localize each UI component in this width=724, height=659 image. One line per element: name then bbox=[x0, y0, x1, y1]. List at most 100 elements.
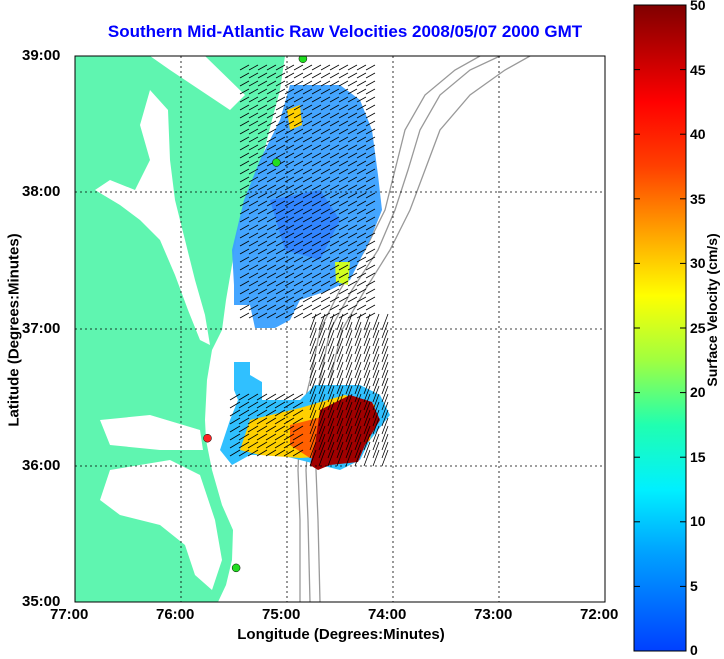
velocity-arrow bbox=[311, 160, 322, 167]
velocity-arrow bbox=[365, 248, 376, 255]
velocity-arrow bbox=[248, 120, 259, 127]
velocity-arrow bbox=[275, 240, 286, 247]
velocity-arrow bbox=[372, 361, 380, 379]
velocity-arrow bbox=[239, 176, 250, 183]
velocity-arrow bbox=[311, 304, 322, 311]
velocity-arrow bbox=[327, 313, 335, 331]
velocity-arrow bbox=[256, 409, 268, 417]
velocity-arrow bbox=[345, 417, 353, 435]
velocity-arrow bbox=[284, 248, 295, 255]
velocity-arrow bbox=[365, 168, 376, 175]
velocity-arrow bbox=[363, 337, 371, 355]
velocity-arrow bbox=[345, 337, 353, 355]
velocity-arrow bbox=[345, 369, 353, 387]
velocity-arrow bbox=[283, 441, 295, 449]
velocity-arrow bbox=[356, 144, 367, 151]
velocity-arrow bbox=[275, 72, 286, 79]
velocity-arrow bbox=[266, 280, 277, 287]
velocity-arrow bbox=[354, 313, 362, 331]
velocity-arrow bbox=[266, 240, 277, 247]
velocity-arrow bbox=[320, 128, 331, 135]
velocity-arrow bbox=[336, 441, 344, 459]
map-title: Southern Mid-Atlantic Raw Velocities 200… bbox=[107, 22, 583, 41]
velocity-arrow bbox=[293, 232, 304, 239]
velocity-arrow bbox=[302, 296, 313, 303]
velocity-arrow bbox=[338, 176, 349, 183]
velocity-arrow bbox=[309, 369, 317, 387]
velocity-arrow bbox=[247, 417, 259, 425]
velocity-arrow bbox=[311, 176, 322, 183]
velocity-arrow bbox=[283, 433, 295, 441]
velocity-arrow bbox=[381, 441, 389, 459]
velocity-arrow bbox=[284, 152, 295, 159]
velocity-arrow bbox=[309, 449, 317, 467]
velocity-arrow bbox=[356, 152, 367, 159]
velocity-arrow bbox=[347, 208, 358, 215]
velocity-arrow bbox=[265, 393, 277, 401]
velocity-arrow bbox=[293, 272, 304, 279]
velocity-arrow bbox=[274, 409, 286, 417]
velocity-arrow bbox=[239, 248, 250, 255]
velocity-arrow bbox=[365, 112, 376, 119]
velocity-arrow bbox=[247, 409, 259, 417]
velocity-arrow bbox=[356, 312, 367, 319]
velocity-arrow bbox=[302, 248, 313, 255]
velocity-arrow bbox=[309, 409, 317, 427]
velocity-arrow bbox=[381, 329, 389, 347]
velocity-arrow bbox=[311, 312, 322, 319]
velocity-arrow bbox=[302, 176, 313, 183]
velocity-arrow bbox=[327, 409, 335, 427]
velocity-arrow bbox=[257, 264, 268, 271]
velocity-arrow bbox=[311, 264, 322, 271]
velocity-arrow bbox=[311, 232, 322, 239]
velocity-arrow bbox=[266, 264, 277, 271]
velocity-arrow bbox=[229, 401, 241, 409]
velocity-arrow bbox=[239, 288, 250, 295]
velocity-arrow bbox=[302, 272, 313, 279]
velocity-arrow bbox=[338, 288, 349, 295]
velocity-arrow bbox=[238, 441, 250, 449]
velocity-arrow bbox=[239, 160, 250, 167]
velocity-arrow bbox=[356, 288, 367, 295]
velocity-arrow bbox=[275, 64, 286, 71]
velocity-arrow bbox=[284, 280, 295, 287]
velocity-arrow bbox=[320, 184, 331, 191]
velocity-arrow bbox=[318, 313, 326, 331]
velocity-arrow bbox=[309, 417, 317, 435]
velocity-arrow bbox=[274, 425, 286, 433]
velocity-arrow bbox=[320, 200, 331, 207]
velocity-arrow bbox=[345, 425, 353, 443]
velocity-arrow bbox=[248, 88, 259, 95]
velocity-arrow bbox=[320, 144, 331, 151]
velocity-arrow bbox=[275, 136, 286, 143]
velocity-arrow bbox=[302, 312, 313, 319]
velocity-arrow bbox=[293, 296, 304, 303]
velocity-arrow bbox=[293, 280, 304, 287]
velocity-arrow bbox=[329, 88, 340, 95]
velocity-arrow bbox=[329, 288, 340, 295]
velocity-arrow bbox=[293, 224, 304, 231]
grid-lines bbox=[75, 56, 605, 602]
velocity-arrow bbox=[354, 361, 362, 379]
velocity-arrow bbox=[338, 136, 349, 143]
velocity-arrow bbox=[345, 321, 353, 339]
velocity-arrow bbox=[356, 112, 367, 119]
velocity-arrow bbox=[356, 272, 367, 279]
velocity-arrow bbox=[356, 224, 367, 231]
velocity-arrow bbox=[365, 312, 376, 319]
station-marker bbox=[203, 433, 212, 443]
velocity-arrow bbox=[293, 208, 304, 215]
velocity-arrow bbox=[363, 369, 371, 387]
velocity-arrow bbox=[293, 304, 304, 311]
velocity-arrow bbox=[293, 120, 304, 127]
velocity-arrow bbox=[320, 64, 331, 71]
velocity-arrow bbox=[320, 104, 331, 111]
velocity-arrow bbox=[275, 168, 286, 175]
velocity-arrow bbox=[338, 296, 349, 303]
y-axis-label: Latitude (Degrees:Minutes) bbox=[5, 233, 23, 427]
velocity-arrow bbox=[363, 353, 371, 371]
velocity-arrow bbox=[363, 321, 371, 339]
velocity-arrow bbox=[347, 184, 358, 191]
x-tick-label: 75:00 bbox=[262, 606, 301, 623]
velocity-arrow bbox=[302, 184, 313, 191]
